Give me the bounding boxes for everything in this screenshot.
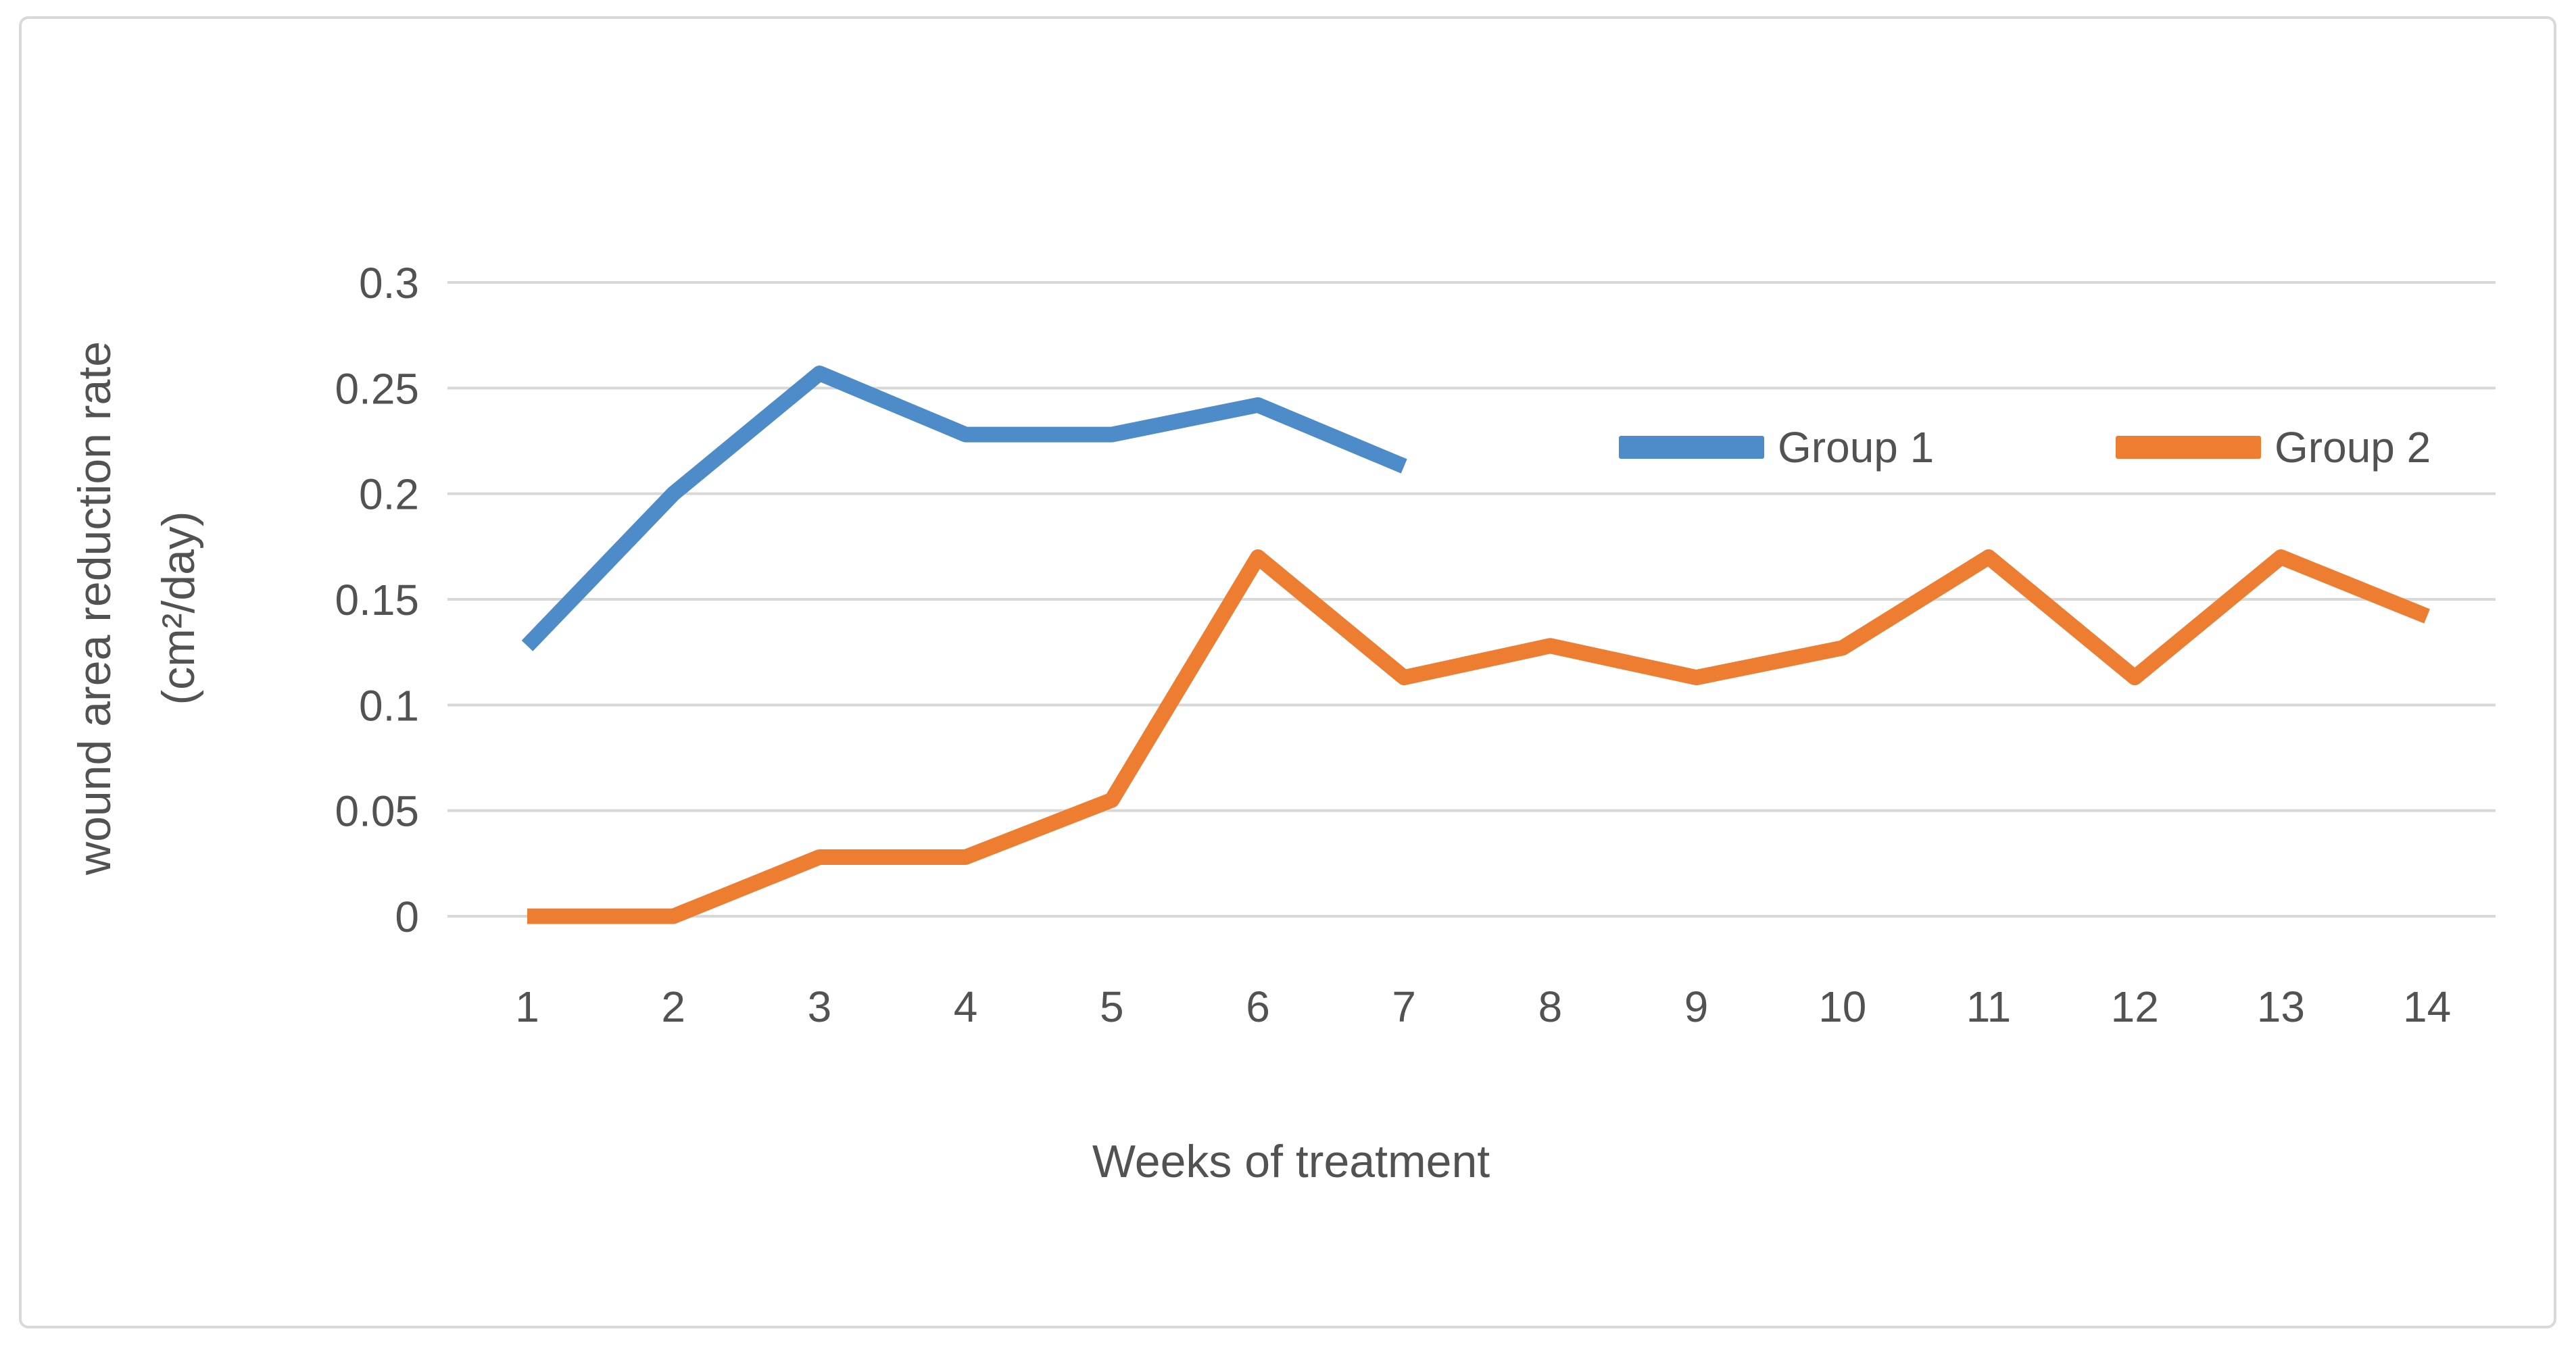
x-tick-label: 5 — [1100, 982, 1124, 1031]
series-line-group-1 — [521, 365, 1407, 651]
x-tick-label: 3 — [808, 982, 832, 1031]
legend-label-group-2: Group 2 — [2275, 423, 2431, 472]
legend: Group 1 Group 2 — [1619, 423, 2431, 472]
gridlines — [447, 281, 2496, 918]
y-axis-title-line1: wound area reduction rate — [69, 341, 120, 876]
x-tick-label: 14 — [2403, 982, 2451, 1031]
legend-label-group-1: Group 1 — [1778, 423, 1934, 472]
y-tick-label: 0.05 — [335, 787, 419, 836]
legend-swatch-group-2 — [2116, 436, 2261, 459]
y-tick-label: 0 — [395, 893, 419, 941]
chart-border — [19, 16, 2556, 1328]
x-tick-label: 13 — [2257, 982, 2305, 1031]
x-tick-label: 1 — [515, 982, 539, 1031]
y-tick-label: 0.15 — [335, 576, 419, 624]
series-line-group-2 — [527, 549, 2430, 924]
y-axis-title-line2: (cm²/day) — [153, 511, 204, 705]
x-tick-label: 4 — [954, 982, 978, 1031]
legend-swatch-group-1 — [1619, 436, 1764, 459]
x-tick-label: 6 — [1246, 982, 1270, 1031]
x-tick-label: 9 — [1684, 982, 1709, 1031]
x-tick-label: 2 — [661, 982, 685, 1031]
x-tick-label: 10 — [1818, 982, 1866, 1031]
x-tick-label: 7 — [1392, 982, 1416, 1031]
x-tick-label: 11 — [1966, 982, 2011, 1031]
y-tick-label: 0.1 — [359, 681, 419, 730]
y-tick-label: 0.3 — [359, 259, 419, 307]
y-tick-label: 0.2 — [359, 470, 419, 519]
x-axis-tick-labels: 1 2 3 4 5 6 7 8 9 10 11 12 13 14 — [515, 982, 2451, 1031]
y-axis-tick-labels: 0 0.05 0.1 0.15 0.2 0.25 0.3 — [335, 259, 419, 941]
x-tick-label: 8 — [1538, 982, 1563, 1031]
x-tick-label: 12 — [2111, 982, 2159, 1031]
data-series — [521, 365, 2430, 924]
y-tick-label: 0.25 — [335, 364, 419, 413]
x-axis-title: Weeks of treatment — [1092, 1136, 1490, 1187]
